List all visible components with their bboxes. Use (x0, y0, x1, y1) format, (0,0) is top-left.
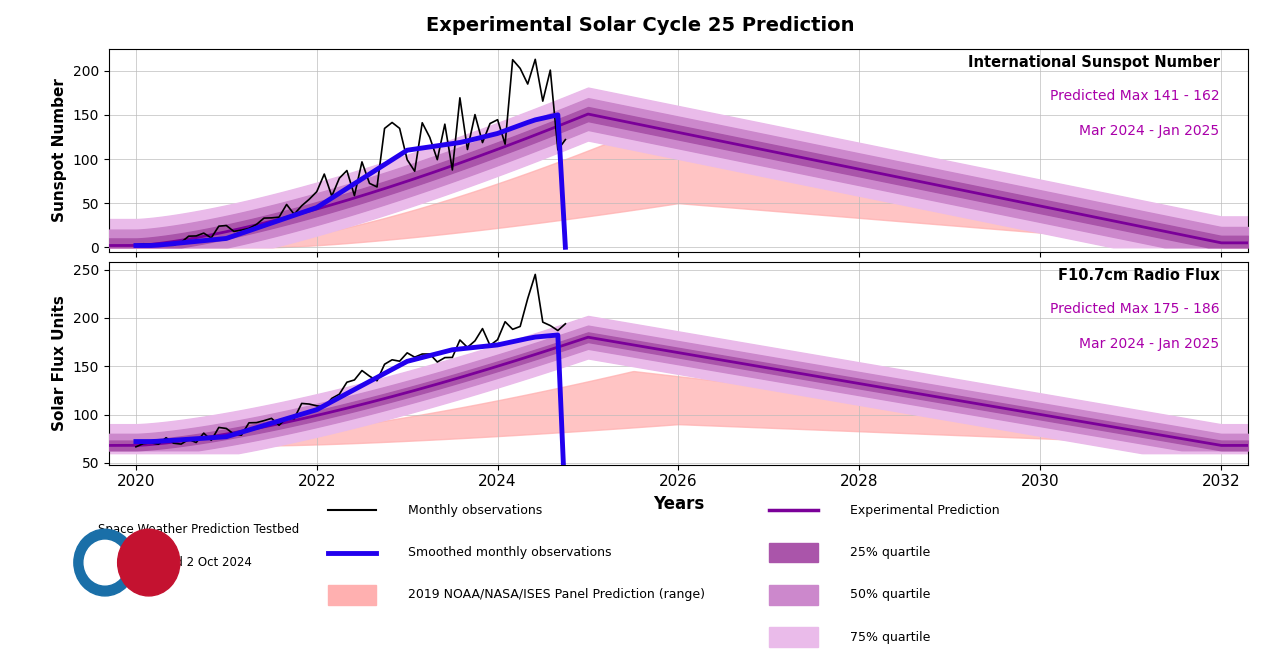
Text: 50% quartile: 50% quartile (850, 588, 931, 601)
Text: Mar 2024 - Jan 2025: Mar 2024 - Jan 2025 (1079, 337, 1220, 351)
Text: Predicted Max 141 - 162: Predicted Max 141 - 162 (1050, 89, 1220, 103)
Circle shape (118, 529, 179, 596)
Text: Experimental Prediction: Experimental Prediction (850, 504, 1000, 517)
Circle shape (84, 540, 125, 585)
Text: 25% quartile: 25% quartile (850, 546, 931, 559)
Y-axis label: Sunspot Number: Sunspot Number (52, 78, 67, 222)
Text: Space Weather Prediction Testbed: Space Weather Prediction Testbed (97, 523, 300, 536)
Text: Predicted Max 175 - 186: Predicted Max 175 - 186 (1050, 302, 1220, 317)
Text: 75% quartile: 75% quartile (850, 630, 931, 644)
Text: International Sunspot Number: International Sunspot Number (968, 55, 1220, 70)
Circle shape (74, 529, 136, 596)
Text: F10.7cm Radio Flux: F10.7cm Radio Flux (1057, 268, 1220, 283)
Text: Experimental Solar Cycle 25 Prediction: Experimental Solar Cycle 25 Prediction (426, 16, 854, 35)
Text: Smoothed monthly observations: Smoothed monthly observations (408, 546, 612, 559)
Text: issued 2 Oct 2024: issued 2 Oct 2024 (145, 556, 252, 569)
Y-axis label: Solar Flux Units: Solar Flux Units (52, 295, 67, 431)
X-axis label: Years: Years (653, 495, 704, 513)
Text: 2019 NOAA/NASA/ISES Panel Prediction (range): 2019 NOAA/NASA/ISES Panel Prediction (ra… (408, 588, 705, 601)
Text: Mar 2024 - Jan 2025: Mar 2024 - Jan 2025 (1079, 124, 1220, 138)
Text: Monthly observations: Monthly observations (408, 504, 543, 517)
